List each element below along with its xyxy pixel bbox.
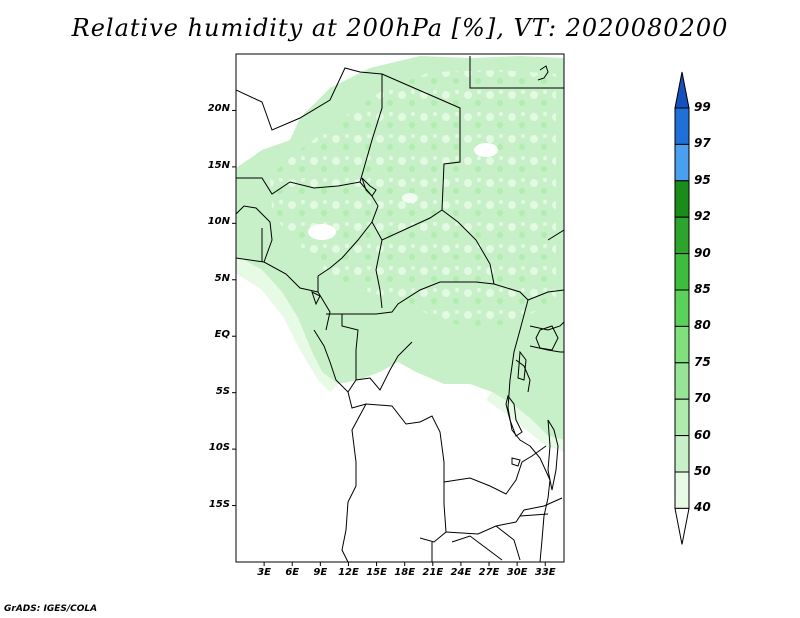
map-title: Relative humidity at 200hPa [%], VT: 202… <box>71 14 729 42</box>
colorbar-swatch <box>674 143 690 182</box>
humidity-field-low <box>236 258 338 392</box>
colorbar-level-label: 95 <box>694 172 711 187</box>
lat-tick-label: 15N <box>207 159 230 171</box>
lat-tick-label: 5N <box>214 272 230 284</box>
colorbar-level-label: 70 <box>694 391 711 406</box>
colorbar-swatch <box>674 107 690 145</box>
colorbar-level-label: 50 <box>694 464 711 478</box>
dry-pocket <box>474 143 498 157</box>
map-frame <box>235 53 565 563</box>
lat-tick-label: 20N <box>207 103 230 115</box>
colorbar-swatch <box>674 435 690 473</box>
lon-tick-label: 27E <box>478 567 500 578</box>
lon-tick-label: 15E <box>366 567 387 578</box>
lat-tick-label: 5S <box>215 385 230 397</box>
colorbar-level-label: 97 <box>694 136 711 151</box>
humidity-field-low-east <box>486 392 564 452</box>
lon-tick-label: 6E <box>285 567 300 578</box>
humidity-field <box>236 56 564 452</box>
colorbar-swatch <box>674 180 690 218</box>
colorbar-level-label: 99 <box>694 100 711 114</box>
lat-tick-label: 15S <box>208 498 230 510</box>
lon-tick-label: 24E <box>450 567 472 578</box>
colorbar-level-label: 90 <box>694 245 711 260</box>
dry-pocket <box>402 193 418 203</box>
colorbar-level-label: 75 <box>694 354 711 369</box>
colorbar-level-label: 60 <box>694 427 711 442</box>
colorbar-swatch <box>674 398 690 437</box>
lon-tick-label: 30E <box>506 567 528 578</box>
lon-tick-label: 18E <box>394 567 416 578</box>
colorbar-level-label: 40 <box>694 500 711 515</box>
colorbar-swatch <box>674 325 690 364</box>
dry-pocket <box>308 224 336 240</box>
lon-tick-label: 12E <box>338 567 359 578</box>
colorbar-swatch <box>674 362 690 400</box>
country-borders <box>236 56 564 562</box>
colorbar-swatch <box>674 216 690 255</box>
colorbar-level-label: 85 <box>694 282 711 296</box>
lon-tick-label: 21E <box>422 567 444 578</box>
credit-text: GrADS: IGES/COLA <box>4 604 98 614</box>
lon-tick-label: 33E <box>534 567 556 578</box>
colorbar-bottom-arrow <box>674 507 690 545</box>
axis-ticks <box>232 109 546 566</box>
colorbar-level-label: 92 <box>694 209 711 224</box>
colorbar-level-label: 80 <box>694 318 711 333</box>
colorbar <box>674 71 690 545</box>
lon-tick-label: 9E <box>313 567 328 578</box>
colorbar-swatch <box>674 289 690 327</box>
lat-tick-label: 10S <box>208 442 230 454</box>
colorbar-swatch <box>674 253 690 291</box>
lat-tick-label: EQ <box>214 329 230 341</box>
lat-tick-label: 10N <box>207 216 230 228</box>
lon-tick-label: 3E <box>257 567 271 578</box>
colorbar-top-arrow <box>674 71 690 109</box>
lakes <box>311 177 559 491</box>
colorbar-swatch <box>674 471 690 509</box>
